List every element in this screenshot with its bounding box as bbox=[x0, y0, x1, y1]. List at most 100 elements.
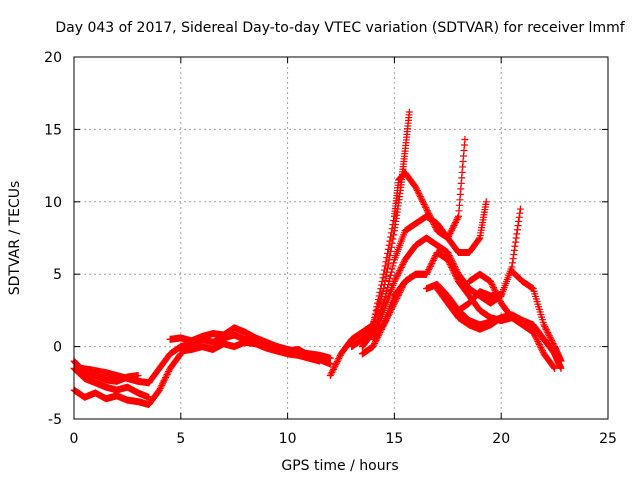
data-point bbox=[390, 277, 398, 285]
data-point bbox=[386, 274, 394, 282]
data-point bbox=[385, 241, 393, 249]
data-point bbox=[538, 347, 546, 355]
data-point bbox=[134, 372, 142, 380]
data-point bbox=[332, 361, 340, 369]
data-point bbox=[495, 295, 503, 303]
data-point bbox=[532, 334, 540, 342]
data-point bbox=[378, 324, 386, 332]
series-track-b bbox=[70, 364, 153, 401]
data-point bbox=[514, 222, 522, 230]
series-track-a bbox=[70, 350, 185, 409]
data-point bbox=[450, 268, 458, 276]
data-point bbox=[490, 285, 498, 293]
data-point bbox=[419, 197, 427, 205]
data-point bbox=[413, 185, 421, 193]
data-point bbox=[377, 285, 385, 293]
data-point bbox=[158, 380, 166, 388]
data-point bbox=[417, 194, 425, 202]
data-point bbox=[418, 196, 426, 204]
data-point bbox=[397, 263, 405, 271]
data-point bbox=[545, 332, 553, 340]
data-point bbox=[379, 322, 387, 330]
data-point bbox=[493, 290, 501, 298]
data-point bbox=[448, 265, 456, 273]
data-point bbox=[515, 213, 523, 221]
data-point bbox=[376, 288, 384, 296]
data-point bbox=[544, 330, 552, 338]
data-point bbox=[370, 341, 378, 349]
data-point bbox=[451, 271, 459, 279]
data-point bbox=[430, 255, 438, 263]
chart-title: Day 043 of 2017, Sidereal Day-to-day VTE… bbox=[55, 20, 625, 36]
data-point bbox=[533, 336, 541, 344]
data-point bbox=[429, 258, 437, 266]
data-point bbox=[387, 229, 395, 237]
data-point bbox=[547, 335, 555, 343]
data-point bbox=[451, 220, 459, 228]
data-point bbox=[396, 267, 404, 275]
data-point bbox=[421, 202, 429, 210]
data-point bbox=[557, 357, 565, 365]
data-point bbox=[475, 235, 483, 243]
data-point bbox=[157, 383, 165, 391]
x-tick-label: 20 bbox=[492, 431, 510, 447]
data-point bbox=[425, 266, 433, 274]
plot-frame bbox=[73, 56, 609, 420]
data-points bbox=[70, 108, 565, 409]
data-point bbox=[509, 255, 517, 263]
data-point bbox=[415, 190, 423, 198]
data-point bbox=[537, 344, 545, 352]
data-point bbox=[508, 259, 516, 267]
data-point bbox=[387, 271, 395, 279]
series-track-r bbox=[465, 270, 559, 372]
series-track-q bbox=[508, 267, 565, 365]
series-track-d bbox=[70, 357, 142, 385]
x-tick-label: 5 bbox=[176, 431, 185, 447]
data-point bbox=[487, 279, 495, 287]
data-point bbox=[326, 372, 334, 380]
data-point bbox=[453, 215, 461, 223]
data-point bbox=[549, 339, 557, 347]
data-point bbox=[333, 358, 341, 366]
data-point bbox=[378, 277, 386, 285]
data-point bbox=[423, 207, 431, 215]
data-point bbox=[161, 375, 169, 383]
data-point bbox=[461, 136, 469, 144]
data-point bbox=[541, 324, 549, 332]
data-point bbox=[422, 205, 430, 213]
data-point bbox=[399, 260, 407, 268]
data-point bbox=[331, 362, 339, 370]
data-point bbox=[160, 377, 168, 385]
series-track-o bbox=[433, 285, 505, 333]
data-point bbox=[426, 262, 434, 270]
data-point bbox=[534, 337, 542, 345]
data-point bbox=[329, 365, 337, 373]
data-point bbox=[535, 341, 543, 349]
y-tick-label: 20 bbox=[44, 50, 62, 66]
data-point bbox=[394, 270, 402, 278]
data-point bbox=[444, 256, 452, 264]
data-point bbox=[373, 335, 381, 343]
data-point bbox=[372, 306, 380, 314]
data-point bbox=[450, 222, 458, 230]
data-point bbox=[447, 262, 455, 270]
data-point bbox=[383, 287, 391, 295]
data-point bbox=[428, 259, 436, 267]
data-point bbox=[548, 338, 556, 346]
x-axis-label: GPS time / hours bbox=[281, 458, 398, 474]
y-tick-label: -5 bbox=[48, 412, 62, 428]
data-point bbox=[448, 225, 456, 233]
data-point bbox=[390, 216, 398, 224]
data-point bbox=[444, 248, 452, 256]
data-point bbox=[374, 333, 382, 341]
data-point bbox=[145, 393, 153, 401]
data-point bbox=[374, 296, 382, 304]
data-point bbox=[397, 265, 405, 273]
data-point bbox=[448, 226, 456, 234]
data-point bbox=[529, 328, 537, 336]
x-tick-label: 10 bbox=[279, 431, 297, 447]
data-point bbox=[155, 386, 163, 394]
data-point bbox=[387, 233, 395, 241]
data-point bbox=[384, 281, 392, 289]
data-point bbox=[416, 193, 424, 201]
